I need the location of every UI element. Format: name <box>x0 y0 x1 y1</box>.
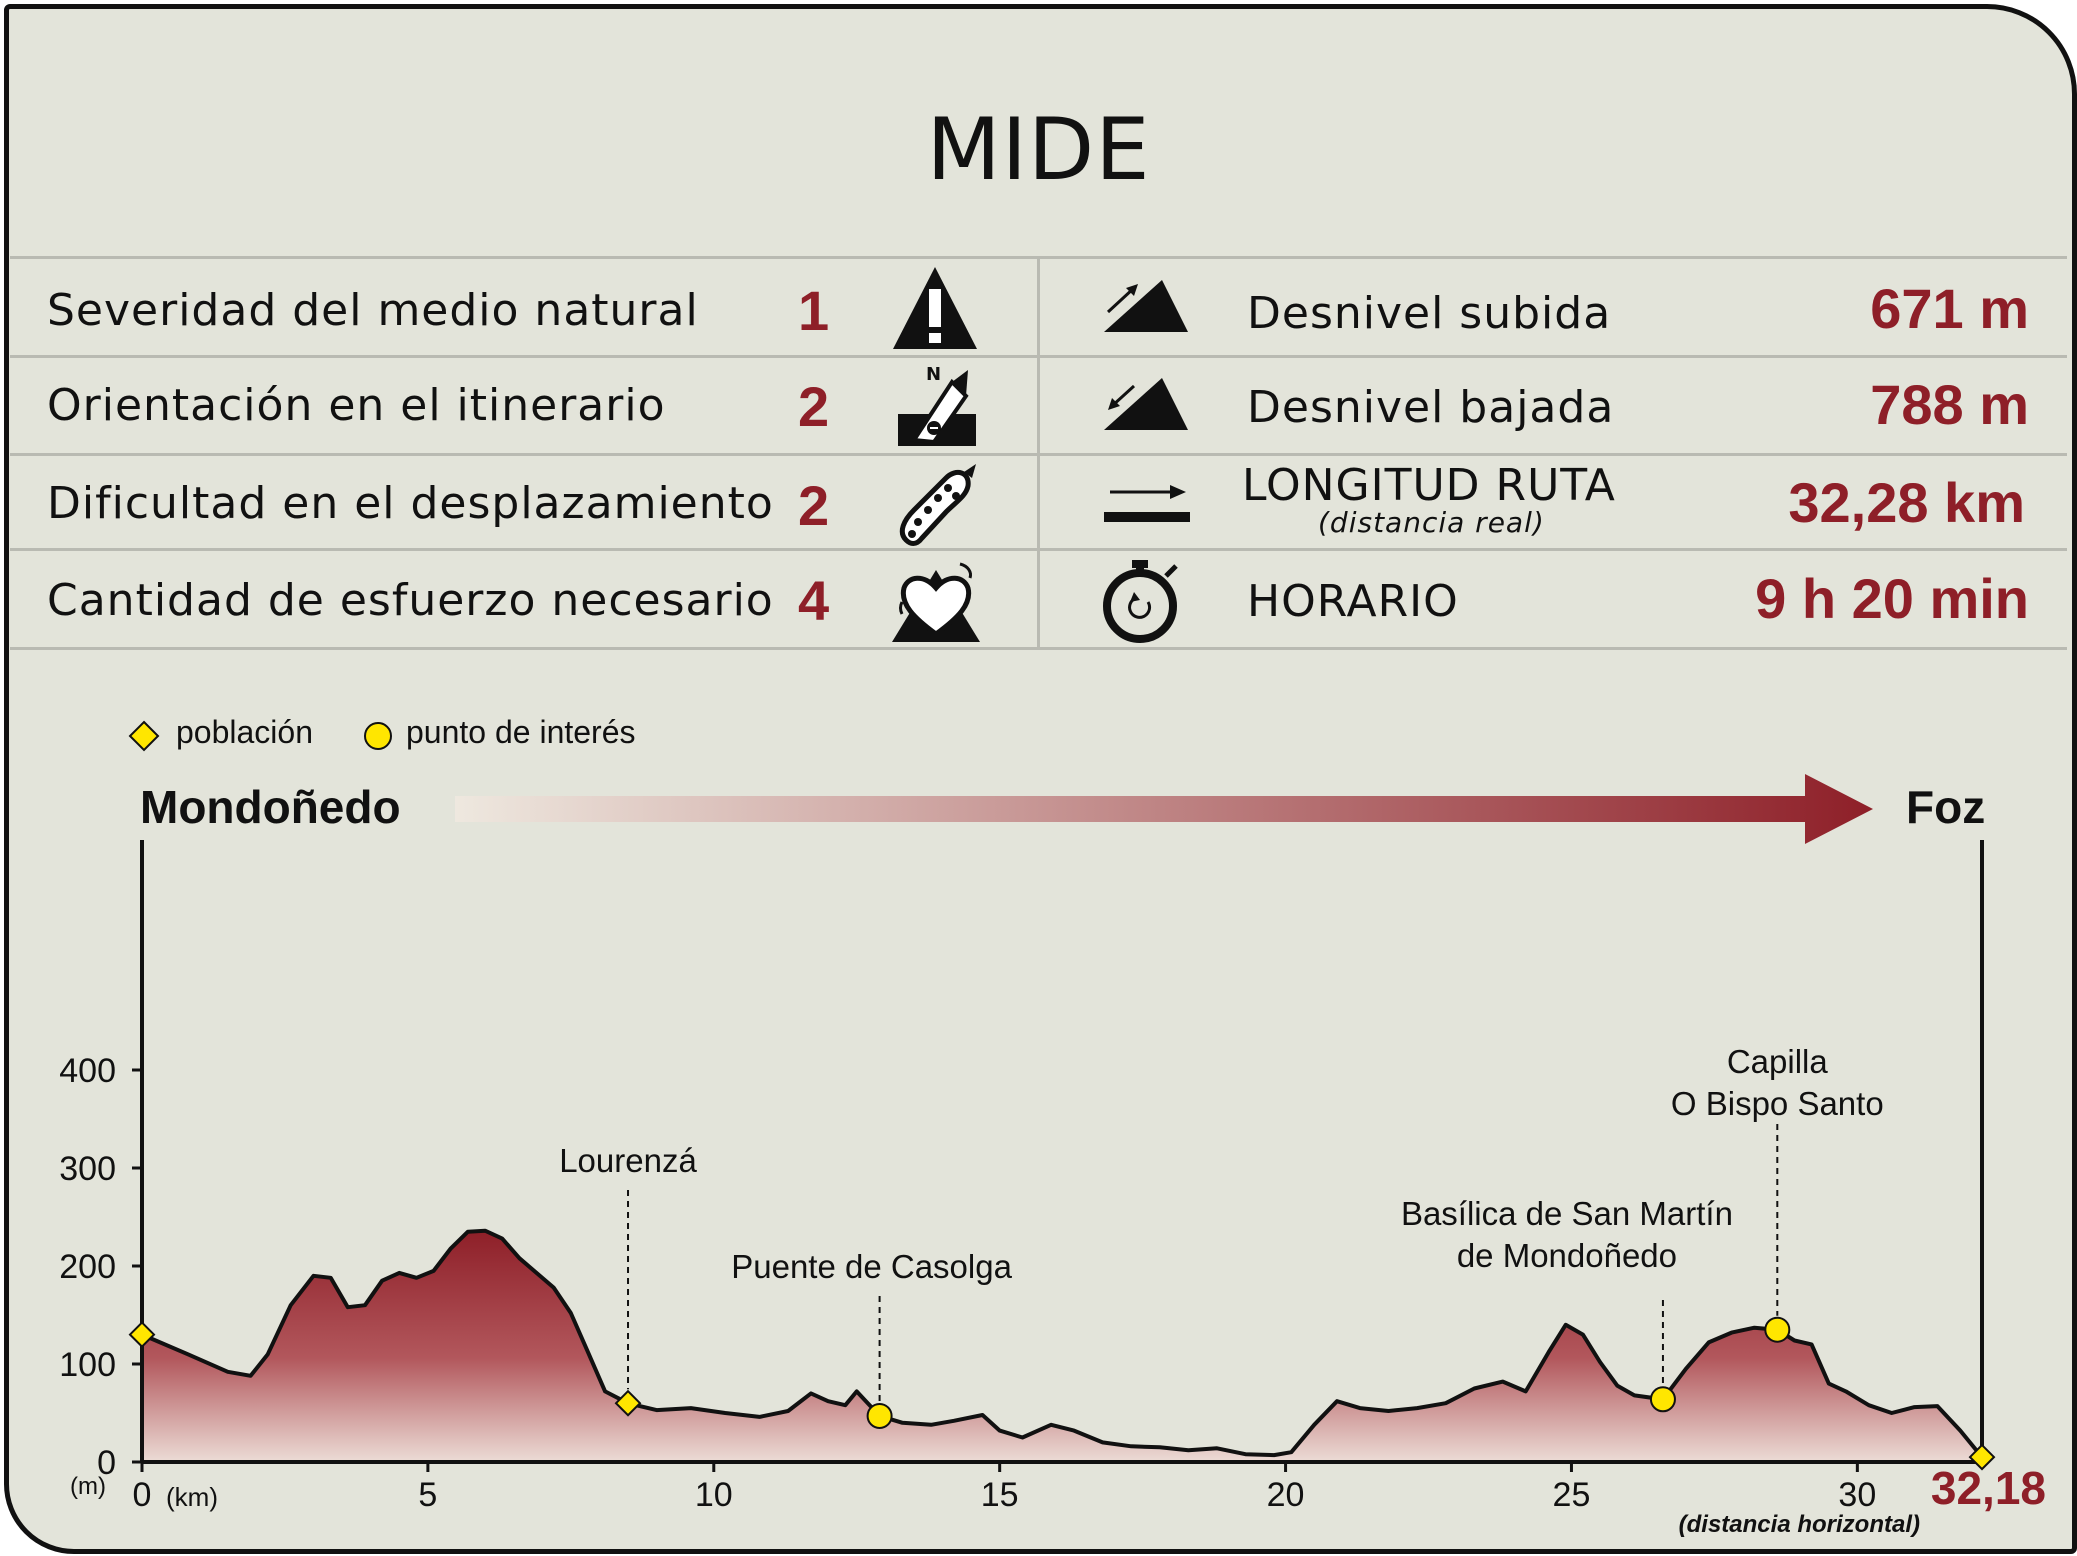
y-tick-label: 200 <box>59 1248 116 1286</box>
distance-arrow-icon <box>1104 485 1190 522</box>
poi-circle-icon <box>364 722 392 750</box>
poi-marker <box>1764 1316 1791 1343</box>
y-tick-label: 0 <box>97 1444 116 1482</box>
stat-label-descent: Desnivel bajada <box>1247 382 1615 433</box>
warning-triangle-icon <box>893 267 977 349</box>
marker-label: Puente de Casolga <box>731 1248 1012 1285</box>
route-start-label: Mondoñedo <box>140 781 401 833</box>
stat-sublabel-length: (distancia real) <box>1318 506 1545 539</box>
x-tick-label: 25 <box>1553 1476 1591 1514</box>
card-frame <box>4 4 2077 1554</box>
mide-value-severity: 1 <box>798 279 830 342</box>
poi-marker <box>1649 1386 1676 1413</box>
mide-value-effort: 4 <box>798 569 830 632</box>
stat-value-ascent: 671 m <box>1870 277 2029 340</box>
legend-town-label: población <box>176 714 313 750</box>
town-marker <box>614 1389 642 1417</box>
stat-label-time: HORARIO <box>1247 576 1459 627</box>
mide-label-severity: Severidad del medio natural <box>47 285 699 336</box>
route-end-label: Foz <box>1906 781 1986 833</box>
svg-text:N: N <box>926 364 941 385</box>
legend-poi-label: punto de interés <box>406 714 636 750</box>
footprint-icon <box>899 464 976 546</box>
x-tick-label: 15 <box>981 1476 1019 1514</box>
page-title: MIDE <box>926 100 1151 200</box>
y-tick-label: 300 <box>59 1150 116 1188</box>
table-divider <box>10 256 2067 259</box>
profile-line <box>141 1228 1984 1459</box>
x-tick-label: 10 <box>695 1476 733 1514</box>
direction-arrow-icon <box>455 774 1873 844</box>
town-diamond-icon <box>128 720 160 752</box>
stat-value-descent: 788 m <box>1870 373 2029 436</box>
descent-slope-icon <box>1104 378 1188 430</box>
y-tick-label: 400 <box>59 1052 116 1090</box>
marker-label: Basílica de San Martín <box>1401 1195 1733 1232</box>
y-axis-unit-label: (m) <box>70 1473 106 1500</box>
mide-value-difficulty: 2 <box>798 474 830 537</box>
poi-marker <box>866 1402 893 1429</box>
marker-label: O Bispo Santo <box>1671 1085 1884 1122</box>
stat-label-ascent: Desnivel subida <box>1247 288 1612 339</box>
x-tick-label: 20 <box>1267 1476 1305 1514</box>
town-marker <box>1968 1443 1996 1471</box>
stat-value-time: 9 h 20 min <box>1755 567 2029 630</box>
x-tick-label: 30 <box>1838 1476 1876 1514</box>
mide-label-difficulty: Dificultad en el desplazamiento <box>47 478 774 529</box>
y-tick-label: 100 <box>59 1346 116 1384</box>
x-tick-label: 5 <box>418 1476 437 1514</box>
profile-area <box>142 1230 1982 1462</box>
marker-label: Lourenzá <box>559 1142 697 1179</box>
compass-orientation-icon: N <box>898 364 976 446</box>
heart-effort-icon <box>892 562 980 642</box>
x-axis-unit-label: (km) <box>166 1482 218 1512</box>
stat-label-length: LONGITUD RUTA <box>1242 460 1616 511</box>
route-end-distance-label: 32,18 <box>1931 1462 2046 1514</box>
mide-label-effort: Cantidad de esfuerzo necesario <box>47 575 774 626</box>
town-marker <box>128 1321 156 1349</box>
table-column-divider <box>1037 258 1040 650</box>
x-tick-label: 0 <box>133 1476 152 1514</box>
stat-value-length: 32,28 km <box>1788 471 2025 534</box>
horizontal-distance-note: (distancia horizontal) <box>1679 1511 1920 1538</box>
ascent-slope-icon <box>1104 280 1188 332</box>
marker-label: de Mondoñedo <box>1457 1237 1677 1274</box>
mide-value-orientation: 2 <box>798 375 830 438</box>
stopwatch-icon <box>1103 560 1178 643</box>
mide-label-orientation: Orientación en el itinerario <box>47 380 666 431</box>
marker-label: Capilla <box>1727 1043 1829 1080</box>
